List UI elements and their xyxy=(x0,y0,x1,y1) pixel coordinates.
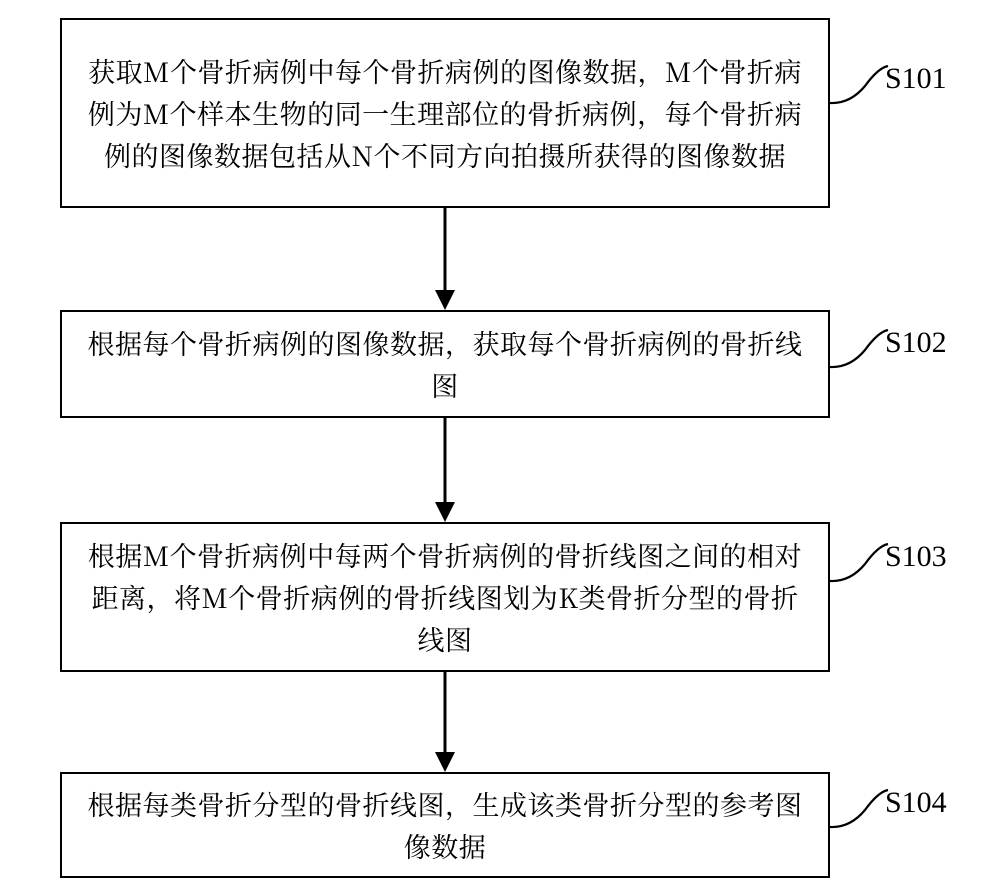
step-text-s102: 根据每个骨折病例的图像数据，获取每个骨折病例的骨折线图 xyxy=(86,322,804,406)
arrow-s102-s103 xyxy=(430,418,460,524)
label-connector-s104 xyxy=(830,780,890,830)
step-label-s104: S104 xyxy=(885,786,947,820)
arrow-s101-s102 xyxy=(430,208,460,312)
label-connector-s103 xyxy=(830,534,890,584)
step-box-s103: 根据M个骨折病例中每两个骨折病例的骨折线图之间的相对距离，将M个骨折病例的骨折线… xyxy=(60,522,830,672)
step-label-s101: S101 xyxy=(885,62,947,96)
label-connector-s102 xyxy=(830,320,890,370)
step-box-s102: 根据每个骨折病例的图像数据，获取每个骨折病例的骨折线图 xyxy=(60,310,830,418)
step-text-s104: 根据每类骨折分型的骨折线图，生成该类骨折分型的参考图像数据 xyxy=(86,783,804,867)
step-label-s102: S102 xyxy=(885,326,947,360)
step-text-s101: 获取M个骨折病例中每个骨折病例的图像数据，M个骨折病例为M个样本生物的同一生理部… xyxy=(86,50,804,176)
label-connector-s101 xyxy=(830,56,890,106)
step-box-s104: 根据每类骨折分型的骨折线图，生成该类骨折分型的参考图像数据 xyxy=(60,772,830,878)
flowchart-canvas: 获取M个骨折病例中每个骨折病例的图像数据，M个骨折病例为M个样本生物的同一生理部… xyxy=(0,0,1000,894)
step-label-s103: S103 xyxy=(885,540,947,574)
step-box-s101: 获取M个骨折病例中每个骨折病例的图像数据，M个骨折病例为M个样本生物的同一生理部… xyxy=(60,18,830,208)
step-text-s103: 根据M个骨折病例中每两个骨折病例的骨折线图之间的相对距离，将M个骨折病例的骨折线… xyxy=(86,534,804,660)
arrow-s103-s104 xyxy=(430,672,460,774)
